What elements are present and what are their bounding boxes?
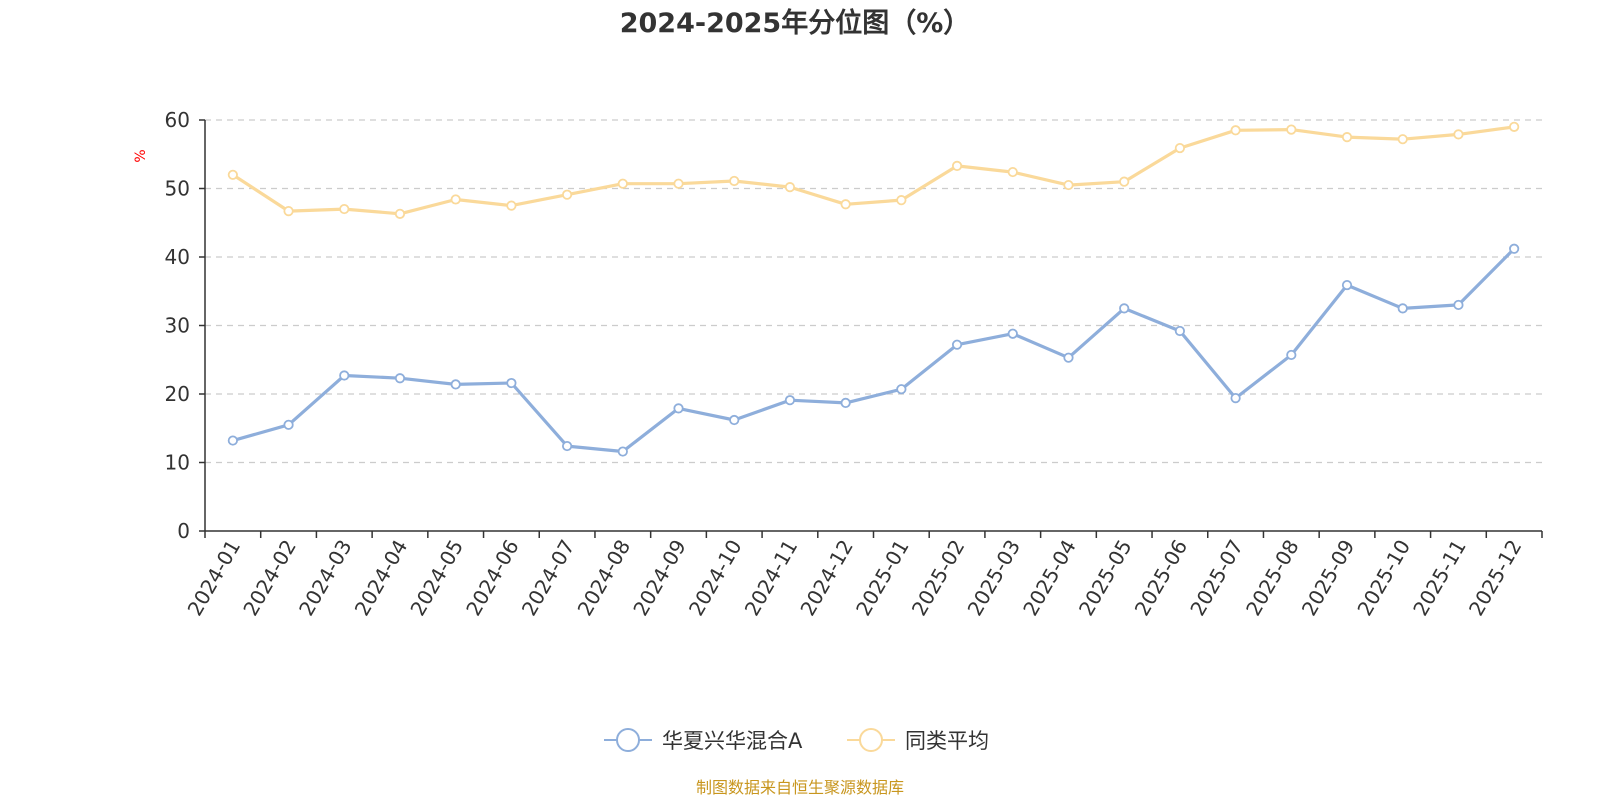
x-tick-label: 2025-02 xyxy=(907,536,970,620)
data-point xyxy=(1286,349,1297,361)
x-tick-label: 2024-02 xyxy=(238,536,301,620)
series-layer xyxy=(227,121,1520,457)
data-point xyxy=(1509,243,1520,254)
series-line xyxy=(232,125,1515,216)
x-tick-label: 2025-04 xyxy=(1018,536,1081,620)
x-tick-label: 2025-08 xyxy=(1241,536,1304,620)
data-point xyxy=(1063,352,1074,363)
x-tick-label: 2024-09 xyxy=(628,536,691,620)
x-tick-label: 2024-08 xyxy=(573,536,636,620)
data-point xyxy=(562,189,573,200)
data-point xyxy=(1286,124,1297,135)
data-point xyxy=(562,440,573,452)
legend-label: 同类平均 xyxy=(905,729,989,753)
y-axis-ticks: 0 10 20 30 40 50 60 xyxy=(165,108,205,543)
data-point xyxy=(673,403,684,414)
legend-item-2: 同类平均 xyxy=(847,728,989,753)
legend-marker xyxy=(616,728,640,752)
y-tick-label: 30 xyxy=(165,314,190,338)
x-tick-label: 2024-11 xyxy=(740,536,803,620)
y-tick-label: 60 xyxy=(165,108,190,132)
x-tick-label: 2024-01 xyxy=(183,536,246,620)
data-point xyxy=(339,203,350,215)
y-tick-label: 40 xyxy=(165,245,190,269)
x-tick-label: 2025-03 xyxy=(963,535,1026,619)
data-point xyxy=(1341,279,1353,291)
data-point xyxy=(1174,142,1185,154)
data-point xyxy=(1174,325,1185,337)
x-tick-label: 2025-07 xyxy=(1185,536,1248,620)
series-line xyxy=(232,247,1516,454)
data-point xyxy=(1063,179,1074,191)
x-tick-label: 2024-05 xyxy=(405,536,468,620)
data-point xyxy=(227,169,238,180)
data-point xyxy=(339,370,350,381)
legend: 华夏兴华混合A 同类平均 xyxy=(604,728,989,753)
data-point xyxy=(1007,166,1018,178)
data-point xyxy=(840,199,851,210)
data-point xyxy=(673,178,684,189)
x-tick-label: 2024-06 xyxy=(461,536,524,620)
y-tick-label: 10 xyxy=(165,451,190,475)
x-tick-label: 2024-07 xyxy=(517,536,580,620)
x-tick-label: 2025-06 xyxy=(1130,536,1193,620)
data-point xyxy=(896,384,907,395)
x-tick-label: 2025-01 xyxy=(851,536,914,620)
data-point xyxy=(1453,299,1464,311)
data-point xyxy=(227,435,238,446)
data-point xyxy=(1230,125,1241,136)
data-point xyxy=(617,446,628,457)
data-point xyxy=(1509,121,1520,132)
x-tick-label: 2025-09 xyxy=(1297,536,1360,620)
data-point xyxy=(729,175,740,187)
y-axis-unit: % xyxy=(133,149,149,162)
data-point xyxy=(1007,328,1018,339)
data-point xyxy=(450,194,461,205)
data-point xyxy=(729,414,740,426)
data-point xyxy=(840,397,851,409)
x-tick-label: 2025-10 xyxy=(1352,536,1415,620)
data-point xyxy=(617,178,628,189)
legend-item-1: 华夏兴华混合A xyxy=(604,728,803,753)
data-point xyxy=(1453,129,1464,140)
data-point xyxy=(506,200,517,211)
data-point xyxy=(1119,176,1130,187)
x-tick-label: 2024-04 xyxy=(350,536,413,620)
legend-marker xyxy=(859,728,883,752)
legend-label: 华夏兴华混合A xyxy=(662,729,803,753)
x-tick-label: 2025-11 xyxy=(1408,536,1471,620)
x-axis-ticks: 2024-012024-022024-032024-042024-052024-… xyxy=(183,531,1543,620)
x-tick-label: 2024-03 xyxy=(294,536,357,620)
data-point xyxy=(1341,132,1353,143)
x-tick-label: 2025-05 xyxy=(1074,536,1137,620)
x-tick-label: 2025-12 xyxy=(1464,536,1527,620)
data-point xyxy=(1119,303,1130,314)
x-tick-label: 2024-10 xyxy=(684,536,747,620)
grid-lines xyxy=(205,119,1542,464)
data-point xyxy=(506,377,517,389)
series-1 xyxy=(227,243,1520,457)
data-source-note: 制图数据来自恒生聚源数据库 xyxy=(696,778,904,797)
data-point xyxy=(951,160,963,171)
data-point xyxy=(896,195,907,206)
data-point xyxy=(283,206,294,217)
y-tick-label: 0 xyxy=(177,519,190,543)
x-tick-label: 2024-12 xyxy=(795,536,858,620)
y-tick-label: 20 xyxy=(165,382,190,406)
data-point xyxy=(784,395,796,406)
data-point xyxy=(394,208,406,219)
data-point xyxy=(784,182,796,193)
y-tick-label: 50 xyxy=(165,177,190,201)
series-2 xyxy=(227,121,1520,219)
data-point xyxy=(1230,393,1241,404)
data-point xyxy=(1397,134,1408,145)
data-point xyxy=(951,339,963,350)
data-point xyxy=(394,373,406,384)
data-point xyxy=(283,419,294,430)
data-point xyxy=(450,379,461,390)
chart-title: 2024-2025年分位图（%） xyxy=(620,7,971,39)
data-point xyxy=(1397,303,1408,314)
